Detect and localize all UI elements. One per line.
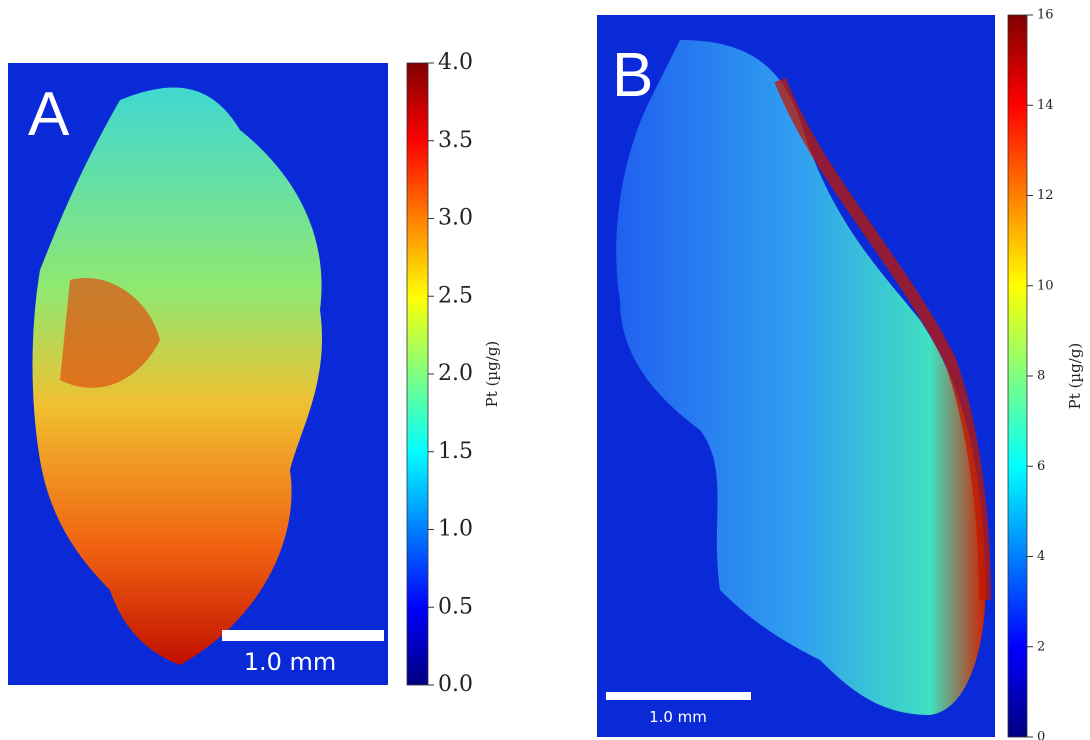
panel-label: B [612, 41, 653, 110]
scale-bar-label: 1.0 mm [649, 708, 707, 726]
colorbar-label: Pt (µg/g) [1066, 343, 1084, 410]
colorbar-tick-label: 3.0 [438, 206, 473, 231]
sample-map [32, 87, 323, 665]
scale-bar [222, 630, 384, 641]
sample-region [60, 278, 160, 388]
sample-map [616, 40, 986, 715]
colorbar-tick-label: 14 [1037, 98, 1054, 113]
colorbar-tick-label: 2 [1037, 639, 1045, 654]
colorbar-tick-label: 8 [1037, 369, 1045, 384]
colorbar-tick-label: 16 [1037, 8, 1054, 23]
colorbar-tick-label: 2.5 [438, 283, 473, 308]
colorbar [406, 62, 429, 686]
colorbar-tick-label: 0.0 [438, 672, 473, 697]
scale-bar [606, 692, 751, 700]
colorbar-tick-label: 0 [1037, 730, 1045, 740]
sample-rim [774, 77, 991, 601]
colorbar-tick-label: 0.5 [438, 594, 473, 619]
colorbar [1007, 14, 1028, 738]
colorbar-tick-label: 12 [1037, 188, 1054, 203]
colorbar-label: Pt (µg/g) [483, 341, 501, 408]
scale-bar-label: 1.0 mm [244, 648, 337, 676]
panel-label: A [28, 80, 70, 149]
colorbar-tick-label: 4.0 [438, 50, 473, 75]
colorbar-tick-label: 1.0 [438, 517, 473, 542]
colorbar-tick-label: 2.0 [438, 361, 473, 386]
colorbar-tick-label: 10 [1037, 278, 1054, 293]
colorbar-tick-label: 3.5 [438, 128, 473, 153]
colorbar-tick-label: 6 [1037, 459, 1045, 474]
colorbar-tick-label: 1.5 [438, 439, 473, 464]
colorbar-tick-label: 4 [1037, 549, 1045, 564]
